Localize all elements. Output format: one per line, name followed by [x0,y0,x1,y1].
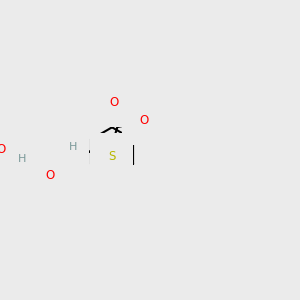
Text: O: O [140,114,149,127]
Text: S: S [108,150,115,163]
Text: H: H [69,142,77,152]
Text: O: O [46,169,55,182]
Text: N: N [62,146,71,159]
Text: H: H [18,154,26,164]
Text: O: O [0,143,6,157]
Text: O: O [109,96,119,109]
